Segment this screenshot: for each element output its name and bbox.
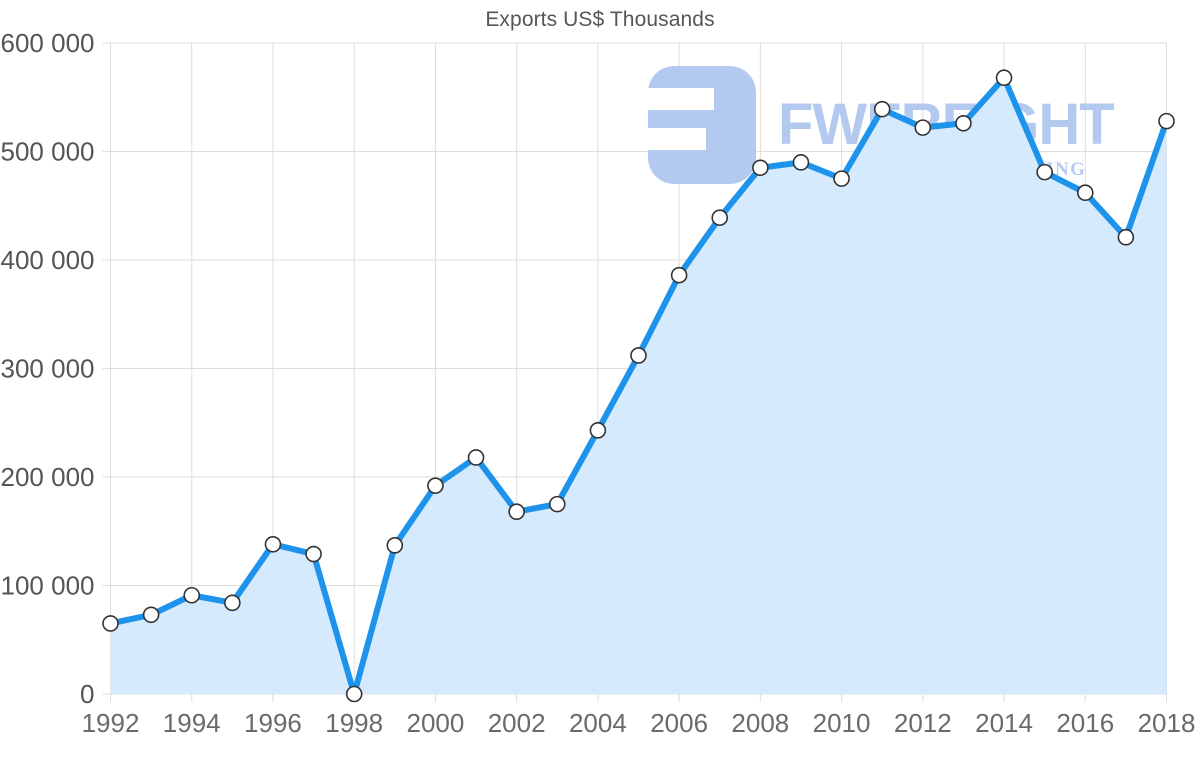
data-point-2005[interactable]: 2005: 312000 (630, 347, 647, 364)
data-point-2001[interactable]: 2001: 218000 (467, 449, 485, 466)
data-markers: 1992: 65000 1993: 73000 1994: 91000 1995: 8… (102, 69, 1175, 703)
data-point-2011[interactable]: 2011: 539000 (873, 100, 891, 118)
data-point-1993[interactable]: 1993: 73000 (142, 606, 160, 624)
data-point-2014[interactable]: 2014: 568000 (995, 69, 1013, 87)
data-point-2006[interactable]: 2006: 386000 (670, 266, 688, 284)
x-axis-tick-label-5: 2002 (488, 708, 546, 738)
x-axis-tick-label-11: 2014 (975, 708, 1033, 738)
x-axis-tick-label-12: 2016 (1056, 708, 1114, 738)
x-axis-tick-label-10: 2012 (894, 708, 952, 738)
y-axis-tick-label-0: 0 (80, 679, 94, 709)
x-axis-tick-label-0: 1992 (82, 708, 140, 738)
x-axis-tick-label-4: 2000 (407, 708, 465, 738)
logo-notch-upper (648, 88, 714, 110)
data-point-2017[interactable]: 2017: 421000 (1117, 228, 1135, 246)
data-point-1998[interactable]: 1998: 0 (345, 685, 363, 703)
x-axis-tick-label-3: 1998 (325, 708, 383, 738)
data-point-2000[interactable]: 2000: 192000 (427, 477, 444, 494)
data-point-2013[interactable]: 2013: 526000 (955, 114, 972, 132)
data-point-2002[interactable]: 2002: 168000 (508, 503, 525, 521)
x-axis-tick-label-7: 2006 (650, 708, 708, 738)
data-point-2018[interactable]: 2018: 528000 (1158, 112, 1175, 130)
x-axis-tick-label-2: 1996 (244, 708, 302, 738)
x-axis-tick-label-8: 2008 (731, 708, 789, 738)
data-point-1999[interactable]: 1999: 137000 (386, 537, 404, 554)
area-fill (110, 77, 1167, 695)
data-point-2007[interactable]: 2007: 439000 (711, 209, 729, 226)
y-axis-tick-label-2: 200 000 (1, 462, 95, 492)
y-axis-tick-label-5: 500 000 (1, 137, 95, 167)
y-axis-tick-label-4: 400 000 (1, 245, 95, 275)
chart-title: Exports US$ Thousands (485, 8, 715, 31)
data-point-2008[interactable]: 2008: 485000 (752, 159, 769, 177)
y-axis-tick-label-6: 600 000 (1, 28, 95, 58)
logo-body (648, 66, 756, 184)
data-point-1992[interactable]: 1992: 65000 (102, 615, 119, 632)
data-point-1994[interactable]: 1994: 91000 (183, 586, 201, 604)
data-point-1997[interactable]: 1997: 129000 (305, 545, 322, 563)
data-point-2010[interactable]: 2010: 475000 (833, 170, 850, 187)
data-point-1996[interactable]: 1996: 138000 (264, 535, 282, 553)
x-axis-tick-label-13: 2018 (1138, 708, 1196, 738)
x-axis-tick-label-1: 1994 (163, 708, 221, 738)
y-axis-tick-label-3: 300 000 (1, 354, 95, 384)
data-point-2003[interactable]: 2003: 175000 (548, 495, 566, 513)
data-point-2004[interactable]: 2004: 243000 (589, 422, 607, 439)
axis-labels: 0 100 000 200 000 300 000 400 000 500 000 600 … (1, 28, 1196, 738)
y-axis-tick-label-1: 100 000 (1, 571, 95, 601)
area-series (107, 74, 1170, 697)
x-axis-tick-label-9: 2010 (813, 708, 871, 738)
data-point-2012[interactable]: 2012: 522000 (914, 119, 932, 136)
x-axis-tick-label-6: 2004 (569, 708, 627, 738)
data-point-1995[interactable]: 1995: 84000 (224, 594, 241, 612)
data-point-2015[interactable]: 2015: 481000 (1036, 163, 1053, 181)
logo-notch-lower (648, 128, 706, 150)
data-point-2016[interactable]: 2016: 462000 (1076, 184, 1094, 202)
data-point-2009[interactable]: 2009: 490000 (792, 154, 810, 171)
fwfreight-logo-icon (648, 66, 756, 184)
